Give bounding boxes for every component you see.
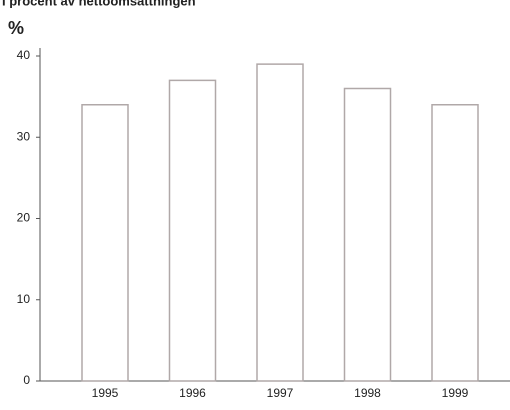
x-tick-label: 1999 [442,386,469,400]
bar [168,79,217,382]
chart-title: I procent av nettoomsättningen [2,0,196,8]
bar [431,104,479,382]
bar [343,87,392,382]
y-tick-label: 10 [17,292,31,306]
y-tick-label: 0 [23,373,30,387]
y-tick-label: 20 [17,211,31,225]
y-tick-label: 30 [17,129,31,143]
x-tick-label: 1996 [179,386,206,400]
x-tick-label: 1995 [92,386,119,400]
x-tick-label: 1998 [354,386,381,400]
y-axis-label: % [8,18,24,38]
bar [81,104,129,382]
x-tick-label: 1997 [267,386,294,400]
bar [256,63,304,382]
y-tick-label: 40 [17,48,31,62]
